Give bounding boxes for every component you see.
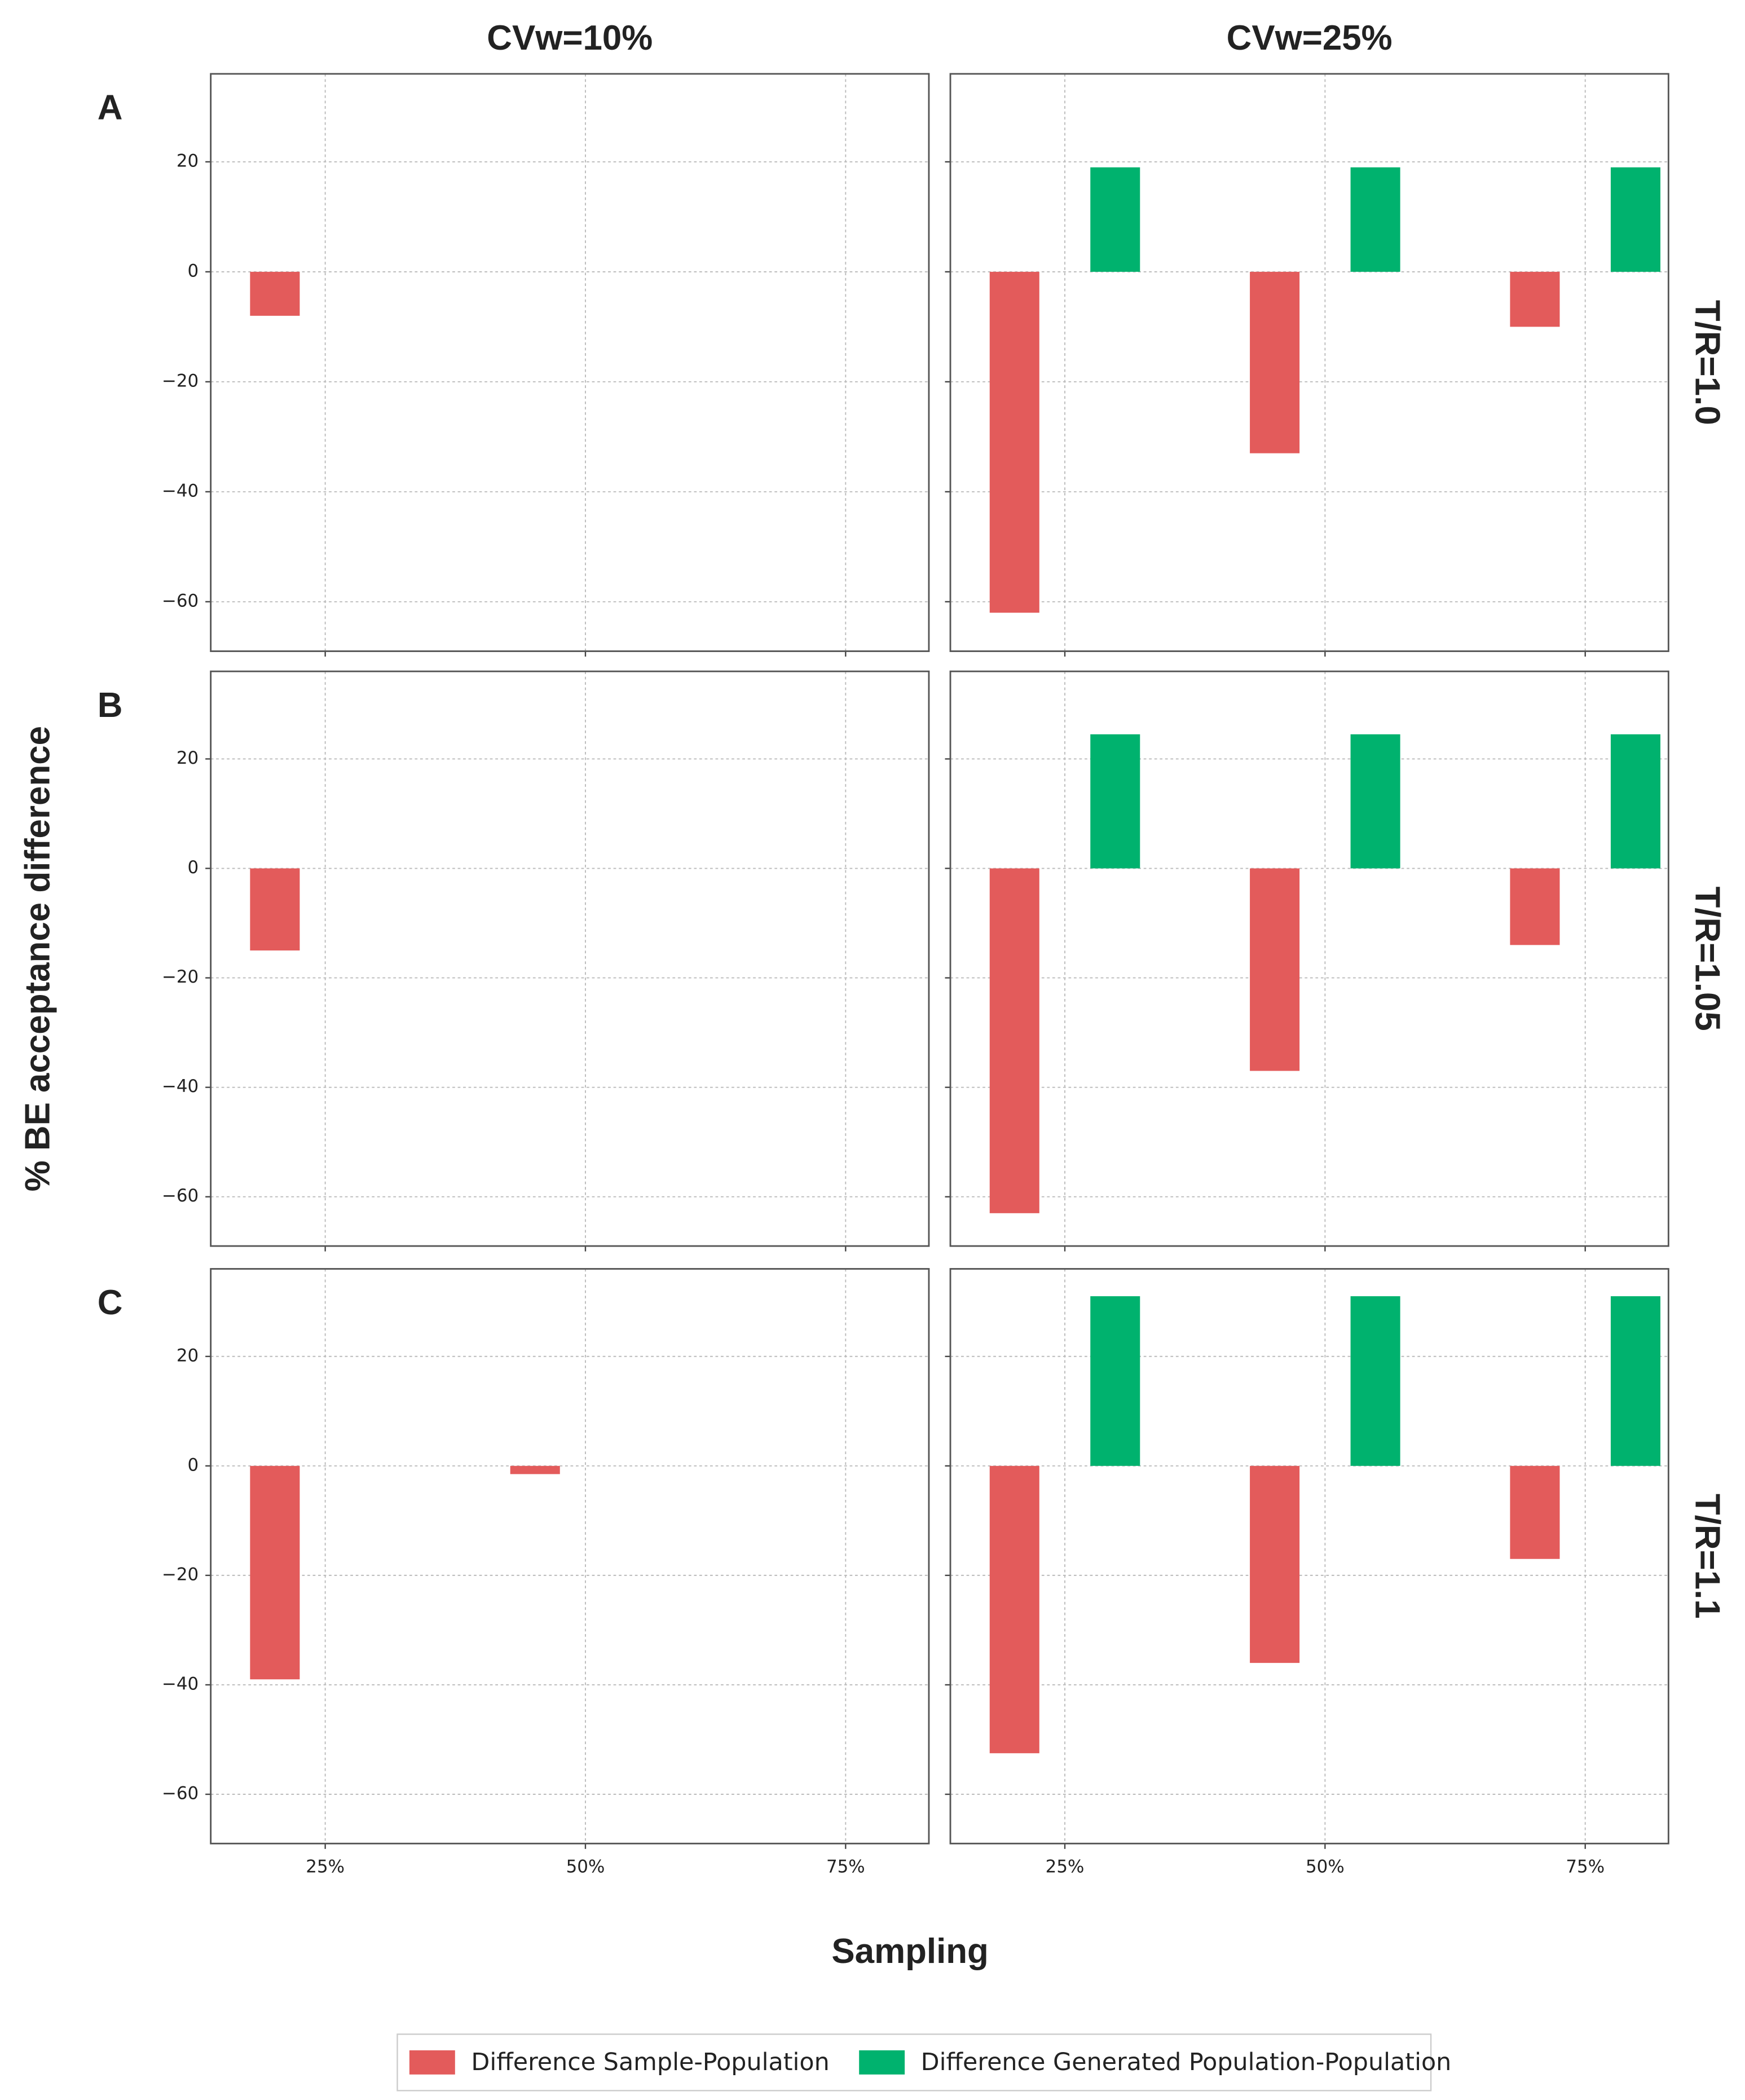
bar bbox=[989, 868, 1039, 1213]
legend-swatch bbox=[859, 2050, 905, 2075]
bar bbox=[1350, 167, 1400, 272]
bar bbox=[1090, 1296, 1140, 1466]
legend-label: Difference Sample-Population bbox=[471, 2048, 829, 2076]
y-tick-label: −40 bbox=[162, 1674, 199, 1694]
panel-frame bbox=[210, 670, 930, 1247]
bar bbox=[1350, 1296, 1400, 1466]
panel-frame bbox=[949, 670, 1669, 1247]
bar bbox=[250, 1465, 300, 1680]
y-tick-label: −20 bbox=[162, 371, 199, 391]
y-tick-label: −20 bbox=[162, 967, 199, 987]
bar bbox=[1250, 271, 1300, 454]
y-tick-label: 20 bbox=[177, 748, 199, 768]
x-tick-label: 25% bbox=[1046, 1857, 1085, 1877]
panel-frame bbox=[949, 73, 1669, 652]
y-tick-label: −60 bbox=[162, 1186, 199, 1206]
bar bbox=[1250, 868, 1300, 1071]
bar bbox=[1610, 734, 1660, 869]
bar bbox=[1350, 734, 1400, 869]
panel-frame bbox=[949, 1268, 1669, 1844]
y-tick-label: −40 bbox=[162, 1076, 199, 1097]
x-tick-label: 50% bbox=[566, 1857, 605, 1877]
bar bbox=[1090, 734, 1140, 869]
y-tick-label: −20 bbox=[162, 1564, 199, 1584]
legend-swatch bbox=[409, 2050, 455, 2075]
bar bbox=[1610, 167, 1660, 272]
panel-frame bbox=[210, 73, 930, 652]
y-tick-label: 20 bbox=[177, 1345, 199, 1366]
panel-label: A bbox=[98, 89, 123, 127]
y-axis-label: % BE acceptance difference bbox=[19, 726, 58, 1191]
bar bbox=[1090, 167, 1140, 272]
panel-title: CVw=10% bbox=[487, 19, 653, 58]
x-tick-label: 75% bbox=[826, 1857, 865, 1877]
panel-label: B bbox=[98, 686, 123, 725]
legend-label: Difference Generated Population-Populati… bbox=[921, 2048, 1452, 2076]
x-tick-label: 50% bbox=[1306, 1857, 1345, 1877]
y-tick-label: 0 bbox=[188, 857, 199, 878]
bar bbox=[989, 1465, 1039, 1754]
y-tick-label: −60 bbox=[162, 591, 199, 611]
y-tick-label: −40 bbox=[162, 481, 199, 501]
bar bbox=[1610, 1296, 1660, 1466]
x-tick-label: 25% bbox=[306, 1857, 345, 1877]
row-label: T/R=1.0 bbox=[1687, 300, 1726, 425]
y-tick-label: −60 bbox=[162, 1784, 199, 1804]
bar bbox=[1510, 1465, 1560, 1559]
bar bbox=[1250, 1465, 1300, 1663]
row-label: T/R=1.05 bbox=[1687, 887, 1726, 1031]
y-tick-label: 20 bbox=[177, 151, 199, 171]
bar bbox=[510, 1465, 560, 1474]
bar bbox=[1510, 868, 1560, 945]
bar bbox=[1510, 271, 1560, 327]
panel-frame bbox=[210, 1268, 930, 1844]
bar bbox=[250, 271, 300, 316]
row-label: T/R=1.1 bbox=[1687, 1494, 1726, 1619]
panel-title: CVw=25% bbox=[1227, 19, 1393, 58]
bar bbox=[989, 271, 1039, 613]
x-tick-label: 75% bbox=[1566, 1857, 1605, 1877]
legend-box bbox=[396, 2033, 1432, 2092]
bar bbox=[250, 868, 300, 951]
y-tick-label: 0 bbox=[188, 261, 199, 281]
panel-label: C bbox=[98, 1283, 123, 1322]
y-tick-label: 0 bbox=[188, 1455, 199, 1475]
x-axis-label: Sampling bbox=[831, 1932, 988, 1971]
